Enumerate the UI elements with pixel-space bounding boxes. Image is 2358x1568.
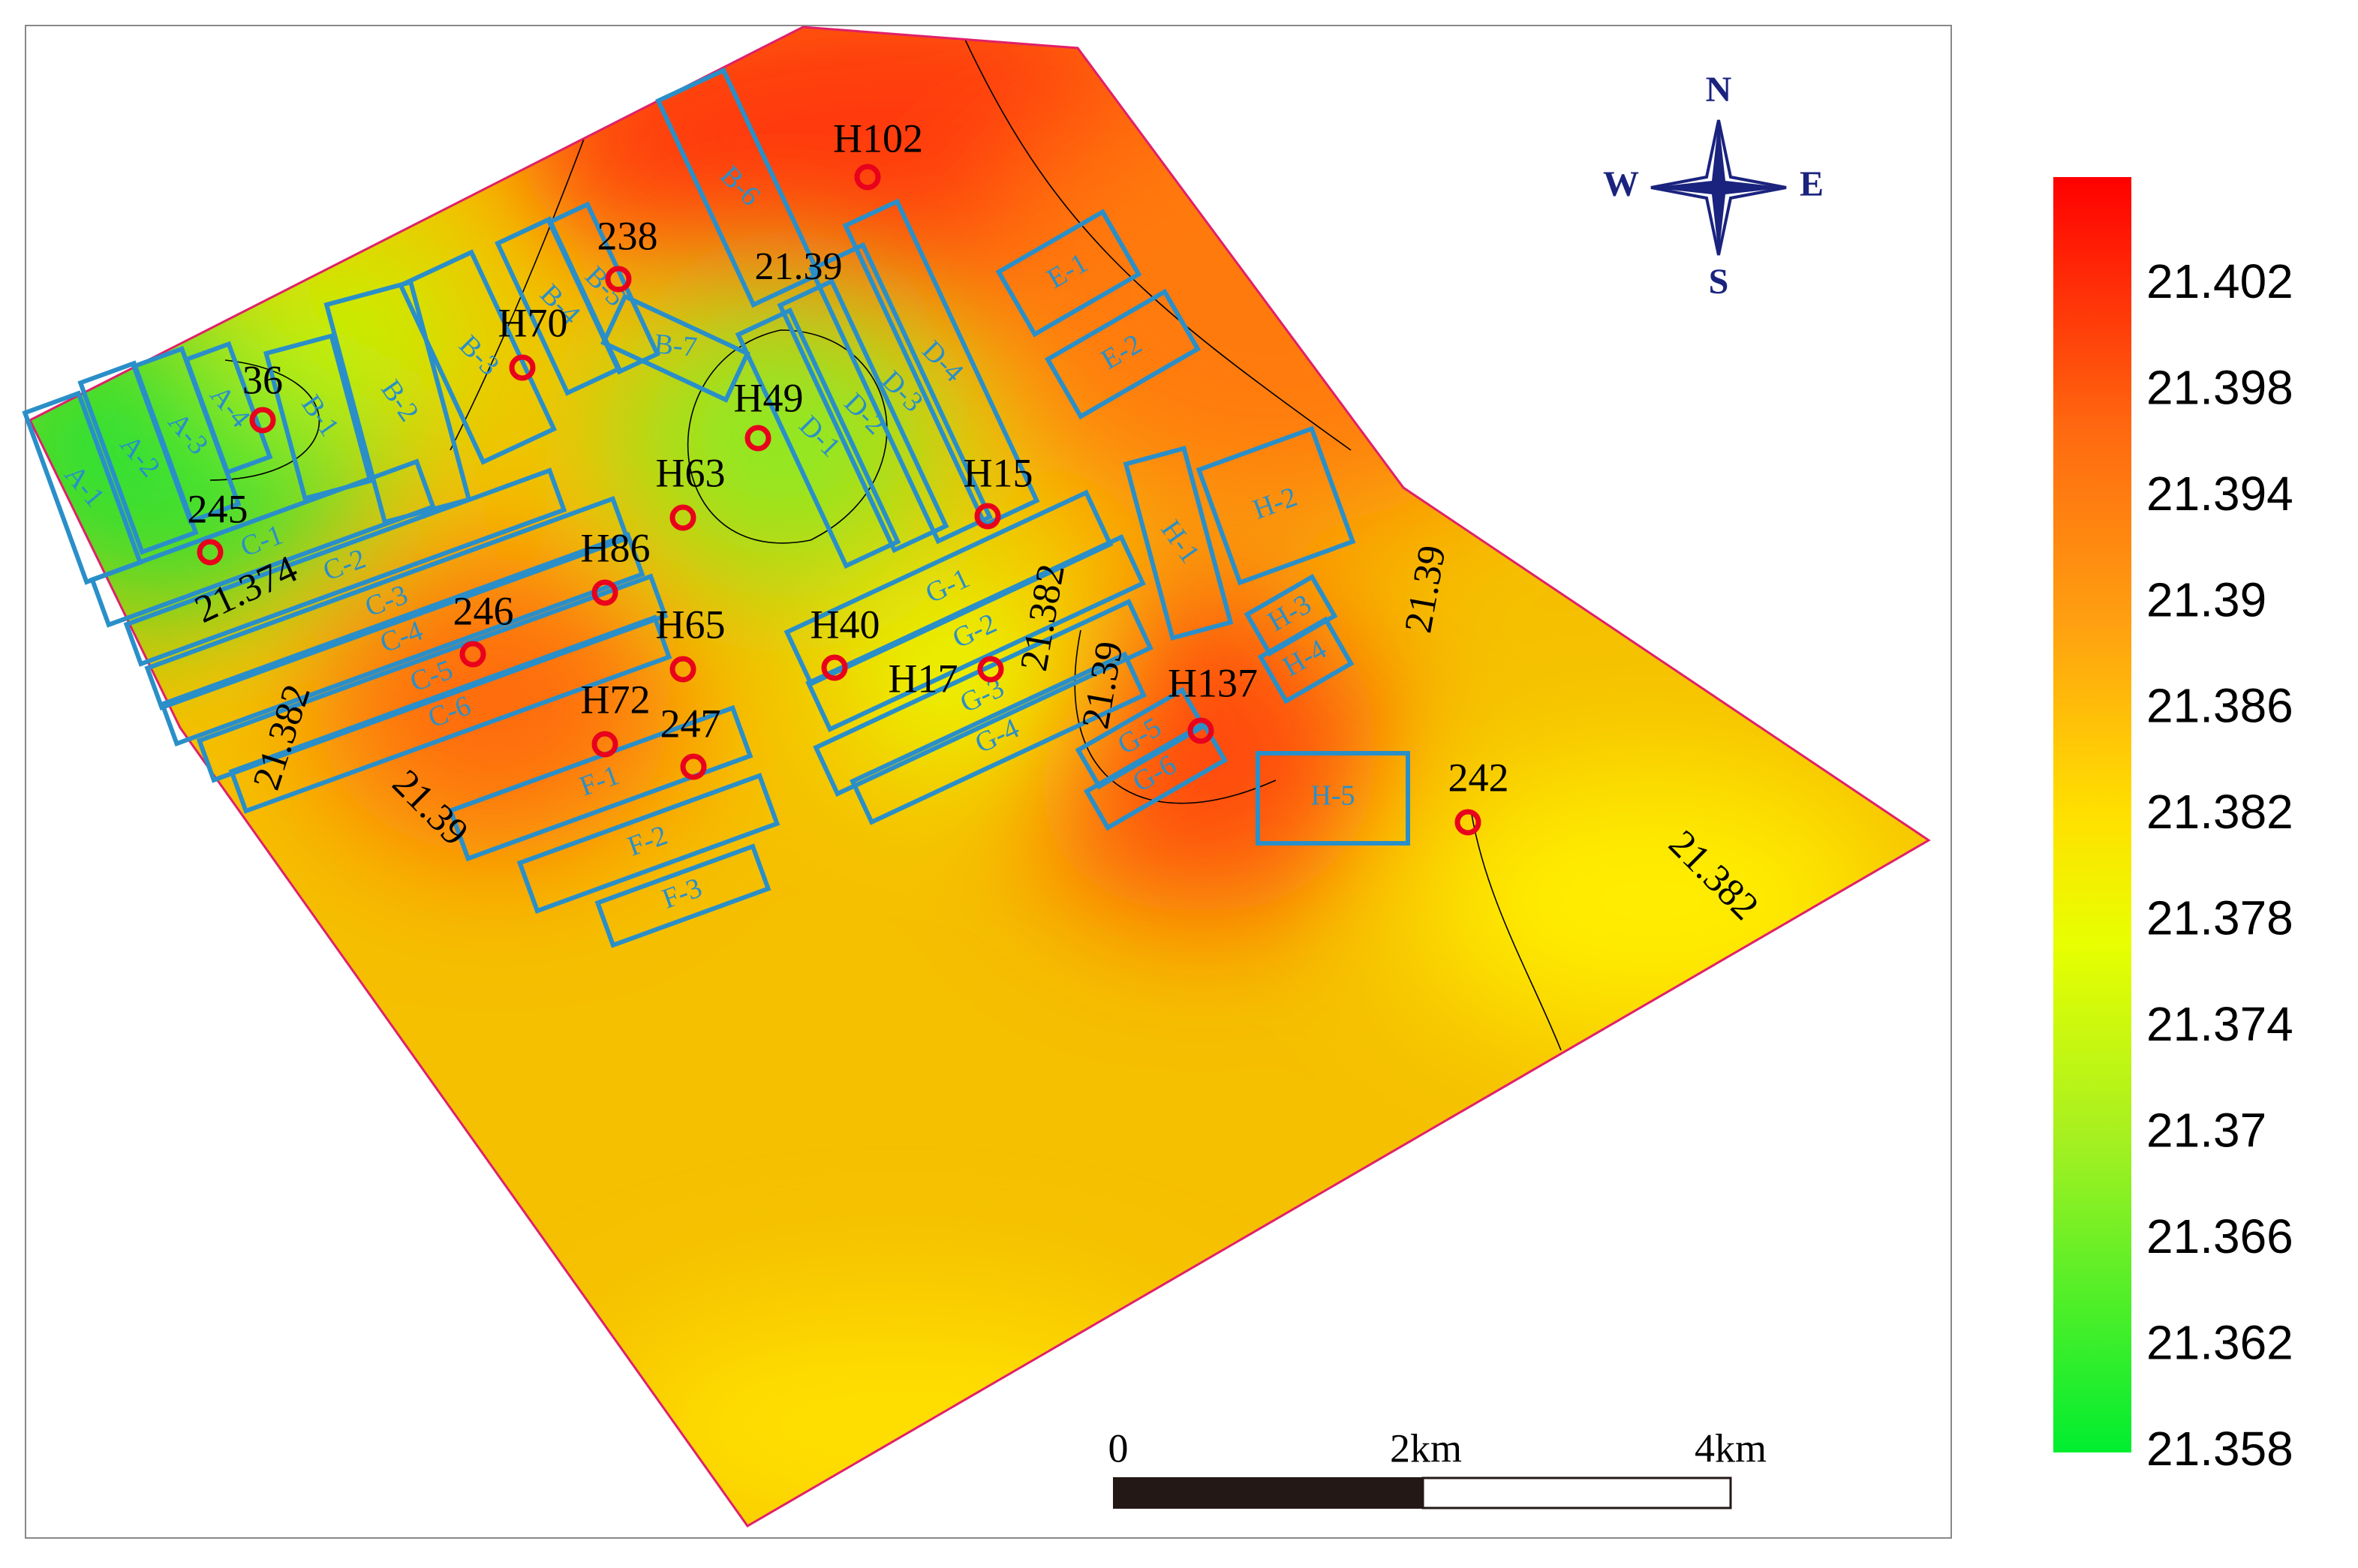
block-outline: [850, 651, 1147, 825]
well-label: H63: [656, 450, 726, 495]
well-label: 247: [660, 701, 721, 746]
block-outline: [546, 201, 660, 375]
block-outline: [777, 278, 949, 554]
well-marker: [821, 654, 848, 681]
colorbar: [2053, 177, 2131, 1452]
colorbar-tick-label: 21.39: [2146, 572, 2266, 626]
well-label: H17: [889, 656, 958, 701]
well-marker: [977, 656, 1004, 683]
well-label: H72: [581, 677, 651, 722]
well-marker: [591, 579, 618, 606]
well-marker: [1454, 809, 1481, 836]
well-marker: [509, 354, 536, 381]
scale-label: 4km: [1695, 1425, 1767, 1470]
block-outline: [1196, 425, 1356, 586]
block-outline: [813, 598, 1153, 798]
well-marker: [197, 539, 224, 566]
well-marker: [605, 266, 632, 293]
block-outline: [159, 531, 645, 747]
well-label: H40: [811, 602, 880, 647]
well-marker: [591, 731, 618, 758]
block-outline: [1083, 720, 1229, 831]
compass-e: E: [1800, 164, 1824, 204]
block-outline: [89, 458, 436, 628]
colorbar-tick-label: 21.374: [2146, 997, 2293, 1051]
well-marker: [249, 407, 276, 434]
well-label: H102: [833, 116, 923, 161]
compass: N S W E: [1603, 70, 1824, 302]
block-outline: [397, 249, 558, 465]
well-label: H65: [656, 602, 726, 647]
compass-s: S: [1709, 262, 1729, 302]
colorbar-tick-label: 21.382: [2146, 785, 2293, 839]
block-outline: [805, 533, 1146, 733]
colorbar-tick-label: 21.362: [2146, 1315, 2293, 1369]
well-marker: [1187, 717, 1214, 744]
well-label: 245: [188, 486, 248, 531]
block-outline: [594, 843, 771, 948]
well-marker: [669, 656, 696, 683]
block-outline: [183, 341, 273, 476]
block-outline: [123, 467, 567, 667]
block-label: H-5: [1310, 780, 1355, 812]
block-outline: [1257, 616, 1355, 704]
scale-label: 2km: [1390, 1425, 1462, 1470]
colorbar-tick-label: 21.386: [2146, 679, 2293, 733]
block-outline: [600, 293, 750, 403]
scale-bar: 0 2km 4km: [1108, 1425, 1767, 1509]
well-marker: [680, 753, 707, 780]
block-outline: [1123, 446, 1234, 641]
block-outline: [735, 307, 901, 569]
colorbar-tick-label: 21.358: [2146, 1422, 2293, 1476]
block-outline: [995, 209, 1142, 338]
colorbar-tick-label: 21.398: [2146, 360, 2293, 414]
block-outline: [1044, 288, 1202, 420]
well-label: 246: [453, 588, 514, 633]
colorbar-tick-label: 21.37: [2146, 1104, 2266, 1158]
block-outline: [1256, 751, 1410, 846]
well-marker: [669, 504, 696, 531]
well-label: H49: [734, 375, 804, 420]
well-marker: [854, 164, 881, 191]
boundary: [29, 26, 1931, 1527]
compass-w: W: [1603, 164, 1639, 204]
block-outline: [655, 67, 822, 308]
block-outline: [228, 614, 672, 814]
well-label: 238: [597, 213, 658, 258]
block-outline: [808, 242, 993, 545]
colorbar-tick-label: 21.402: [2146, 254, 2293, 308]
block-outline: [842, 198, 1040, 528]
well-label: H70: [498, 300, 568, 345]
colorbar-tick-label: 21.366: [2146, 1209, 2293, 1263]
scale-label: 0: [1108, 1425, 1129, 1470]
colorbar-tick-label: 21.378: [2146, 891, 2293, 945]
well-label: H137: [1168, 660, 1258, 705]
well-label: H86: [581, 525, 651, 570]
block-label: B-7: [653, 328, 698, 363]
colorbar-ticks: 21.402 21.398 21.394 21.39 21.386 21.382 21.37…: [2146, 254, 2293, 1476]
block-outline: [144, 495, 630, 711]
compass-n: N: [1706, 70, 1732, 110]
block-outline: [516, 773, 780, 914]
well-marker: [974, 503, 1001, 530]
well-marker: [459, 641, 486, 668]
well-marker: [744, 425, 771, 452]
well-label: H15: [964, 450, 1033, 495]
well-label: 242: [1448, 755, 1509, 800]
well-label: 36: [242, 357, 283, 402]
contour-label: 21.39: [755, 245, 843, 288]
colorbar-tick-label: 21.394: [2146, 467, 2293, 521]
block-outline: [447, 704, 753, 862]
